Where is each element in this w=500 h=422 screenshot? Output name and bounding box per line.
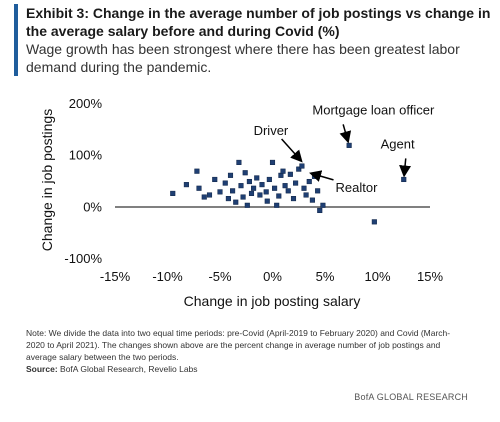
scatter-point	[170, 190, 176, 196]
scatter-point	[274, 202, 280, 208]
x-tick-label: 15%	[417, 269, 443, 284]
annotation-label: Mortgage loan officer	[312, 102, 435, 117]
annotation-arrow	[399, 158, 412, 178]
scatter-point	[296, 166, 302, 172]
x-tick-label: 5%	[316, 269, 335, 284]
y-tick-label: 100%	[69, 148, 103, 163]
scatter-point	[287, 171, 293, 177]
annotation-label: Realtor	[336, 180, 379, 195]
annotations: Mortgage loan officer Driver Agent Realtor	[254, 102, 435, 195]
scatter-point	[194, 168, 200, 174]
scatter-point	[301, 185, 307, 191]
source-line: Source: BofA Global Research, Revelio La…	[26, 363, 466, 375]
scatter-point	[257, 192, 263, 198]
scatter-point	[242, 170, 248, 176]
scatter-point	[222, 180, 228, 186]
scatter-point	[401, 176, 407, 183]
scatter-point	[227, 172, 234, 178]
annotation-arrow	[339, 124, 352, 144]
scatter-point	[272, 185, 278, 191]
scatter-point	[251, 185, 257, 191]
scatter-point	[371, 219, 377, 225]
scatter-point	[282, 183, 288, 189]
chart-title: Exhibit 3: Change in the average number …	[26, 5, 491, 39]
scatter-point	[206, 192, 213, 198]
scatter-point	[293, 180, 299, 186]
scatter-point	[240, 194, 246, 200]
scatter-point	[238, 183, 244, 189]
chart-footnote: Note: We divide the data into two equal …	[26, 327, 466, 375]
brand-mark: BofA GLOBAL RESEARCH	[354, 392, 468, 402]
scatter-point	[303, 192, 309, 198]
scatter-point	[246, 178, 252, 185]
x-tick-label: -5%	[208, 269, 232, 284]
scatter-point	[263, 189, 269, 195]
x-tick-label: 10%	[364, 269, 390, 284]
annotation-arrow	[309, 170, 334, 182]
x-tick-labels: -15% -10% -5% 0% 5% 10% 15%	[100, 269, 444, 284]
scatter-point	[236, 159, 242, 165]
scatter-point	[196, 185, 202, 191]
scatter-point	[280, 168, 286, 174]
scatter-point	[290, 196, 297, 202]
x-axis-label: Change in job posting salary	[184, 293, 361, 309]
scatter-point	[244, 202, 250, 208]
y-tick-label: 200%	[69, 96, 103, 111]
scatter-point	[264, 198, 270, 204]
scatter-point	[254, 175, 260, 181]
y-tick-label: -100%	[64, 251, 102, 266]
scatter-point	[299, 163, 305, 169]
scatter-point	[346, 142, 352, 148]
scatter-point	[217, 189, 223, 195]
y-tick-labels: 200% 100% 0% -100%	[64, 96, 102, 266]
x-tick-label: 0%	[263, 269, 282, 284]
scatter-point	[276, 193, 282, 199]
scatter-point	[306, 178, 312, 185]
scatter-point	[285, 188, 291, 194]
source-label: Source:	[26, 364, 58, 374]
scatter-point	[259, 182, 265, 188]
scatter-point	[225, 196, 231, 202]
x-tick-label: -10%	[152, 269, 183, 284]
x-tick-label: -15%	[100, 269, 131, 284]
scatter-point	[183, 182, 189, 188]
scatter-point	[230, 188, 236, 194]
scatter-point	[233, 199, 239, 205]
scatter-point	[320, 202, 326, 208]
scatter-point	[315, 188, 321, 194]
chart-header: Exhibit 3: Change in the average number …	[14, 4, 500, 76]
scatter-point	[309, 197, 315, 203]
scatter-point	[248, 190, 255, 196]
annotation-label: Driver	[254, 123, 289, 138]
scatter-point	[269, 159, 276, 165]
annotation-label: Agent	[381, 136, 415, 151]
note-text: Note: We divide the data into two equal …	[26, 328, 451, 362]
scatter-point	[266, 176, 272, 183]
source-text: BofA Global Research, Revelio Labs	[60, 364, 198, 374]
chart-subtitle: Wage growth has been strongest where the…	[26, 41, 460, 75]
scatter-point	[212, 176, 218, 183]
scatter-chart: Change in job postings Change in job pos…	[39, 96, 444, 309]
y-axis-label: Change in job postings	[39, 109, 55, 251]
scatter-point	[201, 194, 207, 200]
annotation-arrow	[281, 138, 303, 163]
scatter-point	[317, 207, 323, 214]
y-tick-label: 0%	[83, 199, 102, 214]
